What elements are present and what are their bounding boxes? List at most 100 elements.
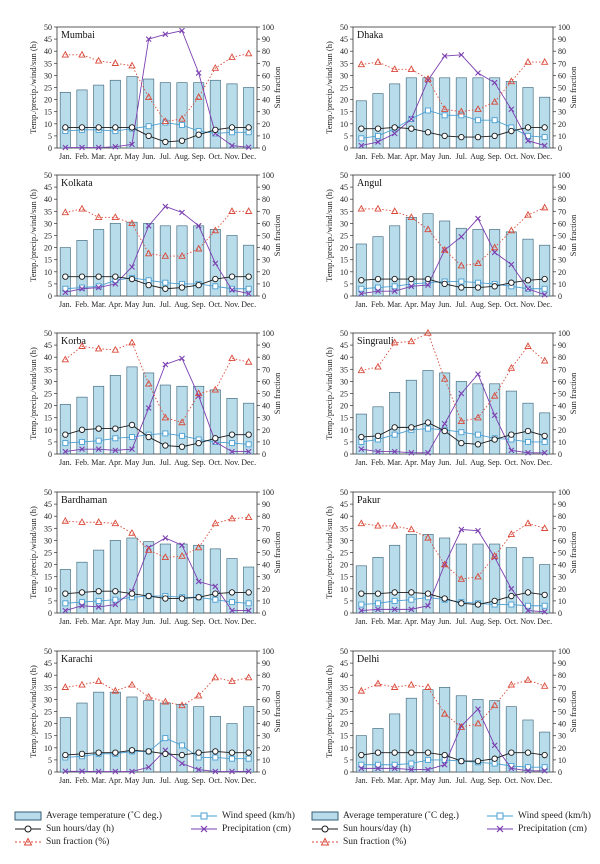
sun-hours-point [95,588,102,595]
precip-point [508,447,515,454]
y-left-tick-label: 40 [44,195,52,204]
sun-fraction-point [178,114,186,122]
y-left-tick-label: 10 [44,585,52,594]
wind-point [62,440,69,447]
wind-point [408,760,415,767]
precip-point [525,767,531,774]
x-tick-label: Nov. [520,152,535,161]
precip-point [112,143,119,150]
y-right-tick-label: 80 [558,195,566,204]
precip-point [408,606,415,613]
x-tick-label: Dec. [241,152,256,161]
temp-bar [405,534,417,614]
precip-point [95,604,102,610]
x-tick-label: Apr. [404,617,418,626]
y-left-tick-label: 35 [44,365,52,374]
precip-point [458,526,465,533]
sun-fraction-point [440,374,449,382]
x-tick-label: Jun. [142,458,155,467]
sun-hours-point [391,424,398,431]
wind-point [458,278,465,285]
chart-title: Singrauli [357,336,394,347]
x-tick-label: Oct. [505,617,519,626]
wind-point [525,764,531,771]
precip-point [391,130,398,137]
y-left-tick-label: 35 [44,207,52,216]
x-tick-label: May [421,300,436,309]
y-right-tick-label: 100 [262,23,274,32]
sun-fraction-point [540,681,549,689]
wind-point [375,132,381,139]
sun-fraction-point [440,105,449,112]
y-left-tick-label: 50 [340,488,348,497]
y-right-tick-label: 40 [262,244,270,253]
temp-bar [93,691,105,773]
sun-fraction-point [524,342,532,349]
y-right-tick-label: 50 [558,84,566,93]
y-left-tick-label: 10 [44,120,52,129]
y-left-tick-label: 45 [340,35,348,44]
temp-bar [176,225,188,297]
precip-point [79,144,85,151]
y-right-tick-label: 60 [262,695,270,704]
sun-fraction-point [194,244,203,252]
temp-bar [539,564,551,614]
sun-fraction-point [490,243,499,251]
precip-point [112,447,119,454]
y-right-axis-label: Sun fraction [568,690,578,733]
wind-point [425,107,431,114]
wind-point [79,284,85,291]
sun-hours-point [112,425,119,432]
sun-hours-point [374,432,382,439]
sun-hours-point [474,133,482,141]
sun-fraction-point [211,226,220,234]
y-right-tick-label: 20 [262,268,270,277]
precip-point [62,289,69,296]
chart-panel: 0 5 10 15 20 25 30 35 40 45 50 0 10 20 30 40 50 60 70 80 90 1… [28,488,282,626]
legend-item-precip: Precipitation (cm) [486,824,587,834]
temp-bar [489,700,501,773]
y-right-tick-label: 30 [558,414,566,423]
temp-bar [209,548,221,614]
y-left-tick-label: 45 [44,500,52,509]
y-left-tick-label: 20 [340,720,348,729]
precip-point [491,412,498,419]
y-left-tick-label: 50 [340,647,348,656]
precip-point [375,606,381,613]
wind-point [391,283,398,290]
temp-bar [209,716,221,773]
precip-point [458,233,465,240]
sun-fraction-point [374,57,382,65]
y-right-tick-label: 60 [558,71,566,80]
y-left-tick-label: 50 [44,23,52,32]
wind-point [129,434,135,441]
y-left-tick-label: 40 [340,195,348,204]
temp-bar [93,385,105,455]
wind-point [162,735,169,742]
temp-bar [389,225,401,297]
sun-hours-point [458,133,465,141]
sun-hours-point [524,124,532,131]
wind-point [391,431,398,438]
y-left-tick-label: 25 [340,232,348,241]
sun-fraction-point [161,553,170,560]
chart-title: Korba [61,336,87,347]
temp-bar [193,544,205,614]
y-left-tick-label: 5 [48,132,52,141]
wind-point [95,283,102,290]
y-left-tick-label: 5 [344,280,348,289]
sun-hours-point [195,281,202,289]
x-tick-label: Jul. [160,776,171,785]
y-right-tick-label: 10 [262,597,270,606]
precip-point [62,144,69,151]
sun-hours-point [112,273,119,280]
precip-point [408,449,415,456]
precip-line [361,529,545,613]
legend-label-avg-temp: Average temperature (˚C deg.) [343,811,459,821]
wind-point [95,597,102,604]
y-right-tick-label: 70 [262,207,270,216]
y-right-tick-label: 50 [262,549,270,558]
temp-bar [193,82,205,149]
sun-fraction-point [111,686,120,694]
y-right-tick-label: 50 [262,232,270,241]
